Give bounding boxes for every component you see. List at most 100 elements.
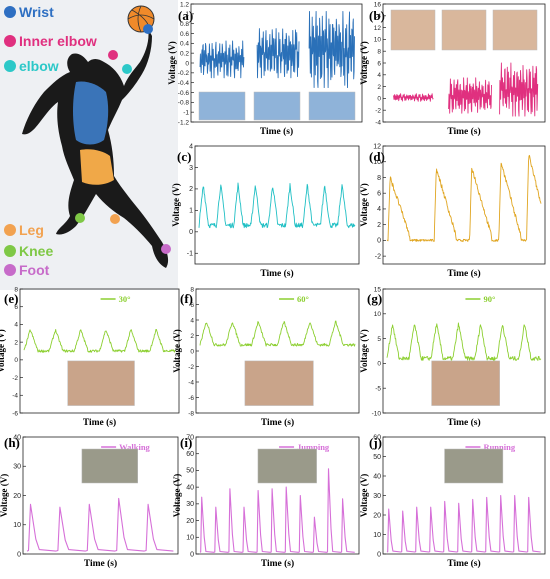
photo-inset-foot-i xyxy=(257,448,317,484)
athlete-illustration: Wrist Inner elbow elbow Leg Knee Foot xyxy=(0,0,178,290)
ytick-label-f-0: -8 xyxy=(188,410,194,417)
ytick-label-f-8: 8 xyxy=(190,286,194,293)
ytick-label-b-10: 16 xyxy=(374,1,382,8)
ytick-label-a-3: -0.6 xyxy=(178,90,190,97)
photo-inset-foot-j xyxy=(444,448,504,484)
ytick-label-h-1: 10 xyxy=(13,522,21,529)
ytick-label-j-1: 10 xyxy=(373,532,381,539)
ytick-label-c-0: -1 xyxy=(187,251,193,258)
panel-label-a: (a) xyxy=(178,8,193,23)
panel-label-e: (e) xyxy=(4,291,18,306)
photo-inset-elbow-2 xyxy=(492,9,538,51)
photo-inset-wrist-1 xyxy=(253,91,301,121)
xlabel-i: Time (s) xyxy=(261,558,294,569)
legend-label-3: Leg xyxy=(19,222,44,238)
ytick-label-d-0: -2 xyxy=(375,253,381,260)
legend-text-h: Walking xyxy=(119,442,150,452)
ytick-label-a-10: 0.8 xyxy=(180,21,189,28)
ytick-label-j-4: 40 xyxy=(373,473,381,480)
ytick-label-b-5: 6 xyxy=(377,60,381,67)
panel-label-f: (f) xyxy=(180,291,193,306)
ytick-label-i-2: 20 xyxy=(186,518,194,525)
ytick-label-g-4: 10 xyxy=(374,311,382,318)
ylabel-g: Voltage (V) xyxy=(359,329,369,372)
ytick-label-d-1: 0 xyxy=(377,238,381,245)
ytick-label-j-0: 0 xyxy=(377,551,381,558)
charts: (a) -1.2 -1 -0.8 -0.6 -0.4 -0.2 0 0.2 0.4 0.6 0.8 1 1… xyxy=(0,1,546,569)
ylabel-h: Voltage (V) xyxy=(0,474,9,517)
plot-frame-i xyxy=(195,436,360,555)
series-line-d xyxy=(386,154,542,243)
ytick-label-h-3: 30 xyxy=(13,464,21,471)
chart-d: (d) -2 0 2 4 6 8 10 12 Time (s) Voltage (V) xyxy=(359,143,546,279)
legend-text-g: 90° xyxy=(483,294,495,304)
legend-text-i: Jumping xyxy=(297,442,330,452)
panel-label-i: (i) xyxy=(180,435,192,450)
legend-text-e: 30° xyxy=(119,294,131,304)
ytick-label-d-4: 6 xyxy=(377,191,381,198)
ytick-label-b-3: 2 xyxy=(377,84,381,91)
chart-c: (c) -1 0 1 2 3 4 Time (s) Voltage (V) xyxy=(171,143,360,279)
legend-dot-2 xyxy=(4,60,16,72)
panel-label-b: (b) xyxy=(369,8,385,23)
ytick-label-a-7: 0.2 xyxy=(180,50,189,57)
legend-label-5: Foot xyxy=(19,262,50,278)
ytick-label-a-1: -1 xyxy=(183,109,189,116)
chart-f: (f) -8 -6 -4 -2 0 2 4 6 8 Time (s) Voltage (V) 60° xyxy=(172,286,360,428)
ytick-label-i-3: 30 xyxy=(186,501,194,508)
plot-frame-c xyxy=(194,145,360,265)
legend-label-1: Inner elbow xyxy=(19,33,97,49)
ytick-label-i-4: 40 xyxy=(186,484,194,491)
xlabel-d: Time (s) xyxy=(447,268,480,279)
ytick-label-h-4: 40 xyxy=(13,434,21,441)
panel-label-h: (h) xyxy=(4,435,20,450)
series-line-a xyxy=(199,10,355,89)
photo-inset-knee-g xyxy=(431,360,500,406)
panel-label-d: (d) xyxy=(369,149,385,164)
ytick-label-e-3: 0 xyxy=(14,357,18,364)
ytick-label-a-6: 0 xyxy=(185,60,189,67)
series-line-g xyxy=(386,322,542,361)
ytick-label-j-6: 60 xyxy=(373,434,381,441)
ytick-label-b-0: -4 xyxy=(375,119,381,126)
ytick-label-e-1: -4 xyxy=(12,393,18,400)
panel-label-c: (c) xyxy=(177,149,191,164)
panel-label-j: (j) xyxy=(369,435,382,450)
ytick-label-b-9: 14 xyxy=(374,13,382,20)
legend-label-0: Wrist xyxy=(19,4,54,20)
xlabel-f: Time (s) xyxy=(261,417,294,428)
sensor-legend: Wrist Inner elbow elbow Leg Knee Foot xyxy=(4,4,97,278)
ytick-label-j-2: 20 xyxy=(373,512,381,519)
ylabel-b: Voltage (V) xyxy=(359,41,369,84)
athlete-silhouette xyxy=(22,28,169,268)
ytick-label-i-0: 0 xyxy=(190,551,194,558)
ylabel-f: Voltage (V) xyxy=(172,329,182,372)
legend-dot-4 xyxy=(4,245,16,257)
chart-e: (e) -6 -4 -2 0 2 4 6 8 Time (s) Voltage (V) 30° xyxy=(0,286,180,428)
photo-inset-knee-e xyxy=(67,360,135,406)
panel-label-g: (g) xyxy=(367,291,382,306)
ytick-label-g-5: 15 xyxy=(374,286,382,293)
legend-text-f: 60° xyxy=(297,294,309,304)
photo-inset-knee-f xyxy=(244,360,314,406)
ytick-label-g-0: -10 xyxy=(372,410,382,417)
series-line-e xyxy=(23,328,176,353)
ytick-label-e-4: 2 xyxy=(14,339,18,346)
ytick-label-b-8: 12 xyxy=(374,25,382,32)
ytick-label-c-2: 1 xyxy=(189,208,193,215)
ytick-label-i-6: 60 xyxy=(186,451,194,458)
xlabel-b: Time (s) xyxy=(447,126,480,137)
chart-j: (j) 0 10 20 30 40 50 60 Time (s) Voltage (V) Runni… xyxy=(359,434,546,569)
ytick-label-b-4: 4 xyxy=(377,72,381,79)
series-line-i xyxy=(199,468,355,553)
ytick-label-i-1: 10 xyxy=(186,535,194,542)
ytick-label-a-5: -0.2 xyxy=(178,70,190,77)
ytick-label-b-1: -2 xyxy=(375,108,381,115)
xlabel-e: Time (s) xyxy=(83,417,116,428)
legend-dot-0 xyxy=(4,6,16,18)
series-line-b xyxy=(392,62,539,117)
ytick-label-d-5: 8 xyxy=(377,175,381,182)
ytick-label-c-4: 3 xyxy=(189,165,193,172)
ytick-label-h-0: 0 xyxy=(17,551,21,558)
ylabel-e: Voltage (V) xyxy=(0,329,6,372)
